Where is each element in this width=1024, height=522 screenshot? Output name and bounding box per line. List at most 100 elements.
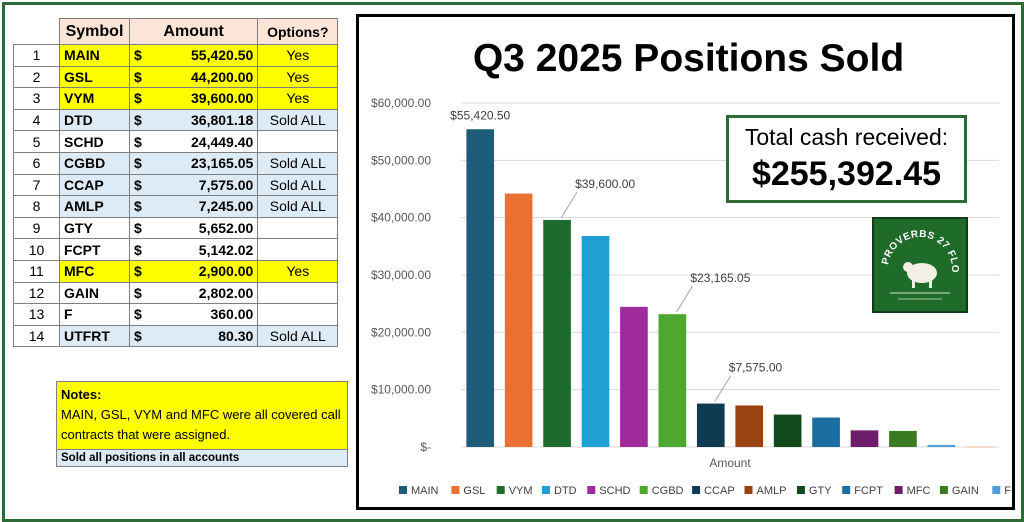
amount-cell[interactable]: 360.00: [145, 303, 259, 326]
options-cell[interactable]: Sold ALL: [257, 173, 339, 197]
table-row: 1 MAIN $55,420.50 Yes: [13, 44, 339, 67]
amount-cell[interactable]: 5,652.00: [145, 216, 259, 240]
bar-gsl[interactable]: [504, 193, 533, 447]
amount-cell[interactable]: 39,600.00: [145, 87, 259, 110]
bar-gain[interactable]: [889, 430, 917, 447]
legend-swatch-amlp: [744, 486, 753, 494]
options-cell[interactable]: [257, 216, 339, 240]
bar-schd[interactable]: [620, 306, 648, 447]
bar-main[interactable]: [466, 129, 495, 447]
dollar-sign-cell[interactable]: $: [128, 151, 146, 175]
dollar-sign-cell[interactable]: $: [128, 324, 146, 348]
legend-label-ccap[interactable]: CCAP: [704, 485, 735, 497]
dollar-sign-cell[interactable]: $: [128, 87, 146, 110]
amount-cell[interactable]: 5,142.02: [145, 238, 259, 261]
total-cash-value: $255,392.45: [751, 155, 942, 193]
legend-label-gain[interactable]: GAIN: [952, 485, 979, 497]
bar-gty[interactable]: [773, 414, 802, 447]
symbol-cell[interactable]: GAIN: [59, 281, 130, 305]
bar-dtd[interactable]: [581, 236, 610, 447]
bar-f[interactable]: [927, 444, 956, 447]
dollar-sign-cell[interactable]: $: [128, 195, 146, 218]
amount-cell[interactable]: 7,575.00: [145, 173, 259, 197]
legend-label-f[interactable]: F: [1004, 485, 1011, 497]
notes-footer: Sold all positions in all accounts: [57, 449, 347, 466]
bar-vym[interactable]: [543, 219, 571, 447]
row-number: 8: [13, 195, 60, 218]
options-cell[interactable]: Sold ALL: [257, 195, 339, 218]
bar-utfrt[interactable]: [965, 446, 994, 448]
legend-label-cgbd[interactable]: CGBD: [652, 485, 684, 497]
dollar-sign-cell[interactable]: $: [128, 173, 146, 197]
amount-cell[interactable]: 55,420.50: [145, 44, 259, 67]
amount-cell[interactable]: 44,200.00: [145, 65, 259, 89]
options-cell[interactable]: Sold ALL: [257, 151, 339, 175]
data-label: $7,575.00: [729, 361, 783, 375]
dollar-sign-cell[interactable]: $: [128, 259, 146, 283]
symbol-cell[interactable]: AMLP: [59, 195, 130, 218]
symbol-cell[interactable]: VYM: [59, 87, 130, 110]
options-cell[interactable]: [257, 238, 339, 261]
symbol-cell[interactable]: CGBD: [59, 151, 130, 175]
symbol-cell[interactable]: MFC: [59, 259, 130, 283]
options-cell[interactable]: Sold ALL: [257, 324, 339, 348]
bar-fcpt[interactable]: [812, 417, 840, 447]
options-cell[interactable]: [257, 303, 339, 326]
bar-cgbd[interactable]: [658, 314, 687, 447]
table-row: 11 MFC $2,900.00 Yes: [13, 259, 339, 283]
dollar-sign-cell[interactable]: $: [128, 108, 146, 132]
symbol-cell[interactable]: CCAP: [59, 173, 130, 197]
amount-header[interactable]: Amount: [128, 18, 259, 45]
symbol-cell[interactable]: UTFRT: [59, 324, 130, 348]
symbol-cell[interactable]: MAIN: [59, 44, 130, 67]
legend-label-gty[interactable]: GTY: [809, 485, 832, 497]
dollar-sign-cell[interactable]: $: [128, 281, 146, 305]
symbol-cell[interactable]: SCHD: [59, 130, 130, 153]
options-cell[interactable]: [257, 281, 339, 305]
legend-label-mfc[interactable]: MFC: [907, 485, 931, 497]
amount-cell[interactable]: 2,900.00: [145, 259, 259, 283]
legend-label-amlp[interactable]: AMLP: [757, 485, 787, 497]
amount-cell[interactable]: 80.30: [145, 324, 259, 348]
dollar-sign-cell[interactable]: $: [128, 44, 146, 67]
options-header[interactable]: Options?: [257, 18, 339, 45]
dollar-sign-cell[interactable]: $: [128, 303, 146, 326]
legend-label-main[interactable]: MAIN: [411, 485, 439, 497]
options-cell[interactable]: Yes: [257, 44, 339, 67]
notes-box: Notes: MAIN, GSL, VYM and MFC were all c…: [56, 381, 348, 467]
symbol-cell[interactable]: F: [59, 303, 130, 326]
symbol-header[interactable]: Symbol: [59, 18, 130, 45]
legend-label-vym[interactable]: VYM: [509, 485, 533, 497]
symbol-cell[interactable]: GSL: [59, 65, 130, 89]
amount-cell[interactable]: 24,449.40: [145, 130, 259, 153]
legend-label-gsl[interactable]: GSL: [463, 485, 485, 497]
options-cell[interactable]: Sold ALL: [257, 108, 339, 132]
symbol-cell[interactable]: GTY: [59, 216, 130, 240]
amount-cell[interactable]: 2,802.00: [145, 281, 259, 305]
amount-cell[interactable]: 36,801.18: [145, 108, 259, 132]
dollar-sign-cell[interactable]: $: [128, 130, 146, 153]
amount-cell[interactable]: 7,245.00: [145, 195, 259, 218]
chart-title: Q3 2025 Positions Sold: [472, 37, 905, 80]
table-row: 2 GSL $44,200.00 Yes: [13, 65, 339, 89]
dollar-sign-cell[interactable]: $: [128, 216, 146, 240]
options-cell[interactable]: Yes: [257, 65, 339, 89]
row-number: 6: [13, 151, 60, 175]
bar-amlp[interactable]: [735, 405, 764, 447]
amount-cell[interactable]: 23,165.05: [145, 151, 259, 175]
legend-label-fcpt[interactable]: FCPT: [854, 485, 883, 497]
symbol-cell[interactable]: DTD: [59, 108, 130, 132]
bar-ccap[interactable]: [696, 403, 725, 447]
options-cell[interactable]: Yes: [257, 87, 339, 110]
options-cell[interactable]: [257, 130, 339, 153]
bar-mfc[interactable]: [850, 430, 879, 447]
dollar-sign-cell[interactable]: $: [128, 65, 146, 89]
symbol-cell[interactable]: FCPT: [59, 238, 130, 261]
table-row: 5 SCHD $24,449.40: [13, 130, 339, 153]
legend-label-dtd[interactable]: DTD: [554, 485, 577, 497]
dollar-sign-cell[interactable]: $: [128, 238, 146, 261]
legend-label-schd[interactable]: SCHD: [599, 485, 630, 497]
options-cell[interactable]: Yes: [257, 259, 339, 283]
legend-swatch-f: [992, 486, 1001, 494]
